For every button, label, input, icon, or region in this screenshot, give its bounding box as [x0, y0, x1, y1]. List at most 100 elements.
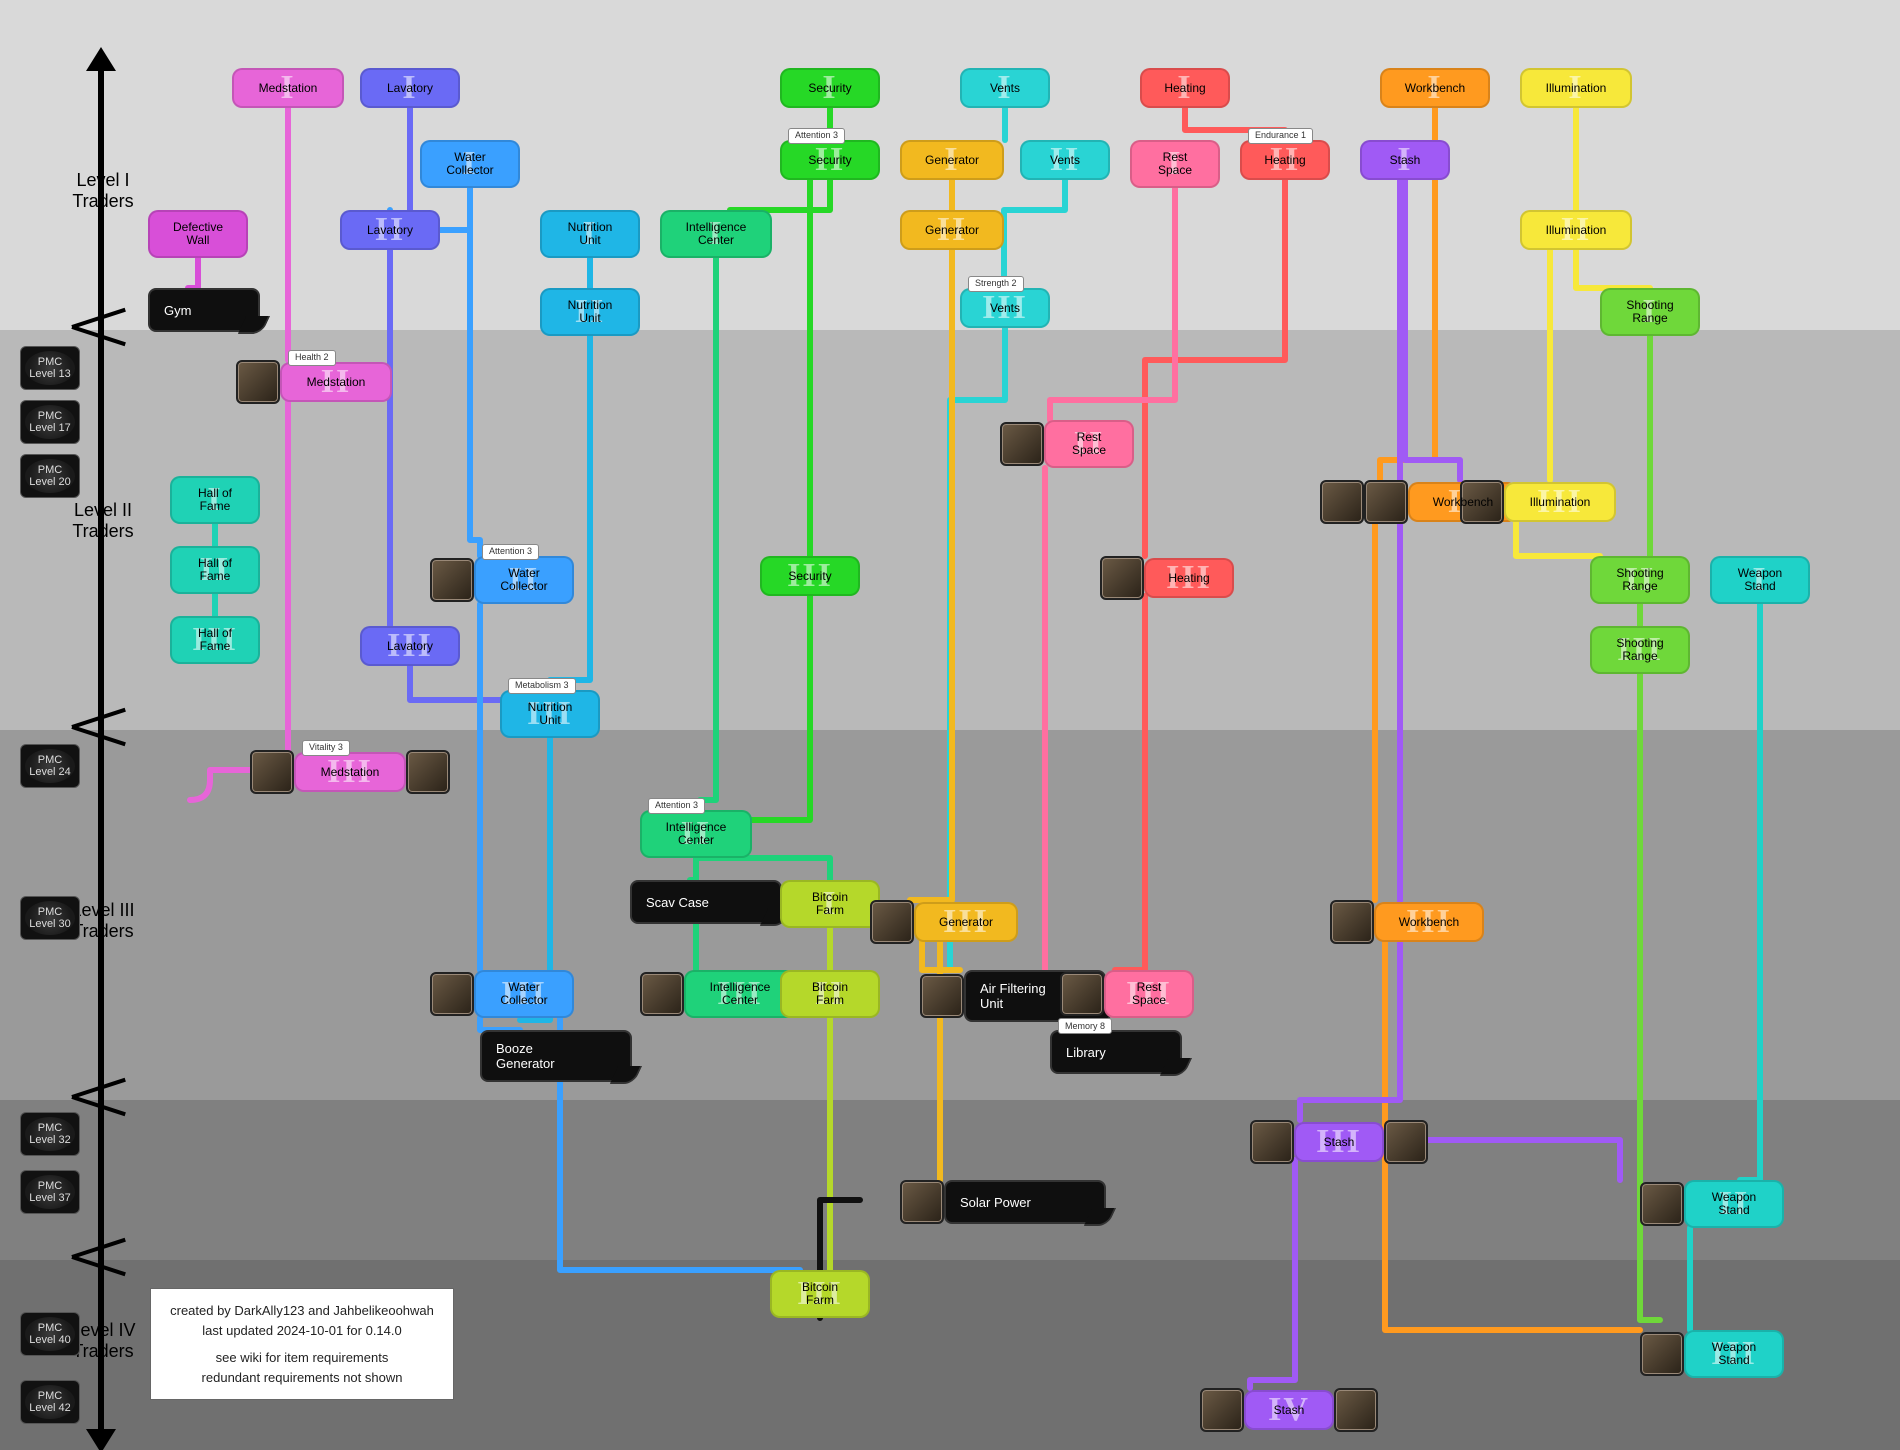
tier-axis	[98, 65, 104, 1435]
module-node-nut1: INutritionUnit	[540, 210, 640, 258]
module-box: IStash	[1360, 140, 1450, 180]
pmc-level-badge: PMCLevel 42	[20, 1380, 80, 1424]
trader-icon	[1364, 480, 1408, 524]
trader-icon	[250, 750, 294, 794]
pmc-level-badge: PMCLevel 17	[20, 400, 80, 444]
module-box: IIISecurity	[760, 556, 860, 596]
trader-icon	[1330, 900, 1374, 944]
module-node-med1: IMedstation	[232, 68, 344, 108]
module-node-rest2: IIRestSpace	[1000, 420, 1134, 468]
module-node-solar: Solar Power	[900, 1180, 1106, 1224]
pmc-level-badge: PMCLevel 24	[20, 744, 80, 788]
module-box: IWorkbench	[1380, 68, 1490, 108]
module-node-gen1: IGenerator	[900, 140, 1004, 180]
module-node-ven2: IIVents	[1020, 140, 1110, 180]
module-node-rest1: IRestSpace	[1130, 140, 1220, 188]
module-box: IIllumination	[1520, 68, 1632, 108]
module-node-stash1: IStash	[1360, 140, 1450, 180]
pmc-level-badge: PMCLevel 40	[20, 1312, 80, 1356]
module-box: IWeaponStand	[1710, 556, 1810, 604]
module-box: IIRestSpace	[1044, 420, 1134, 468]
module-box: IVStash	[1244, 1390, 1334, 1430]
module-node-nut2: IINutritionUnit	[540, 288, 640, 336]
skill-flag: Strength 2	[968, 276, 1024, 292]
skill-flag: Attention 3	[482, 544, 539, 560]
module-box: IIIShootingRange	[1590, 626, 1690, 674]
trader-icon	[1334, 1388, 1378, 1432]
trader-icon	[1200, 1388, 1244, 1432]
module-node-ill1: IIllumination	[1520, 68, 1632, 108]
module-box: IIILavatory	[360, 626, 460, 666]
module-box: IIHall ofFame	[170, 546, 260, 594]
trader-icon	[236, 360, 280, 404]
module-box: IIIIllumination	[1504, 482, 1616, 522]
module-node-wc3: IIIWaterCollector	[430, 970, 574, 1018]
module-box: IIWeaponStand	[1684, 1180, 1784, 1228]
module-box: ILavatory	[360, 68, 460, 108]
trader-icon	[1640, 1182, 1684, 1226]
module-node-heat3: IIIHeating	[1100, 556, 1234, 600]
module-node-hof2: IIHall ofFame	[170, 546, 260, 594]
module-node-gen3: IIIGenerator	[870, 900, 1018, 944]
module-node-lav1: ILavatory	[360, 68, 460, 108]
module-node-intel3: IIIIntelligenceCenter	[640, 970, 796, 1018]
skill-flag: Endurance 1	[1248, 128, 1313, 144]
tier-label: Level IITraders	[28, 500, 178, 541]
module-box: IILavatory	[340, 210, 440, 250]
skill-flag: Attention 3	[788, 128, 845, 144]
module-node-shoot3: IIIShootingRange	[1590, 626, 1690, 674]
module-box: IIIWorkbench	[1374, 902, 1484, 942]
skill-flag: Metabolism 3	[508, 678, 576, 694]
module-box: IIIGenerator	[914, 902, 1018, 942]
credits-box: created by DarkAlly123 and Jahbelikeoohw…	[150, 1288, 454, 1400]
module-box: IVents	[960, 68, 1050, 108]
module-box: IIBitcoinFarm	[780, 970, 880, 1018]
module-node-defw: DefectiveWall	[148, 210, 248, 258]
module-node-btc1: IBitcoinFarm	[780, 880, 880, 928]
module-box: INutritionUnit	[540, 210, 640, 258]
trader-icon	[430, 558, 474, 602]
module-node-ws2: IIWeaponStand	[1640, 1180, 1784, 1228]
module-box: DefectiveWall	[148, 210, 248, 258]
credits-line: last updated 2024-10-01 for 0.14.0	[167, 1321, 437, 1341]
axis-divider	[72, 325, 128, 335]
module-box: IHall ofFame	[170, 476, 260, 524]
trader-icon	[1250, 1120, 1294, 1164]
module-box: IShootingRange	[1600, 288, 1700, 336]
module-box: ISecurity	[780, 68, 880, 108]
module-box: Solar Power	[944, 1180, 1106, 1224]
module-box: IIntelligenceCenter	[660, 210, 772, 258]
skill-flag: Attention 3	[648, 798, 705, 814]
trader-icon	[900, 1180, 944, 1224]
module-box: IIIllumination	[1520, 210, 1632, 250]
module-box: IISecurityAttention 3	[780, 140, 880, 180]
module-box: Gym	[148, 288, 260, 332]
module-node-hof1: IHall ofFame	[170, 476, 260, 524]
pmc-level-badge: PMCLevel 30	[20, 896, 80, 940]
module-box: IBitcoinFarm	[780, 880, 880, 928]
axis-divider	[72, 1255, 128, 1265]
module-node-heat1: IHeating	[1140, 68, 1230, 108]
module-node-wb1: IWorkbench	[1380, 68, 1490, 108]
pmc-level-badge: PMCLevel 37	[20, 1170, 80, 1214]
module-box: IIINutritionUnitMetabolism 3	[500, 690, 600, 738]
trader-icon	[870, 900, 914, 944]
module-node-wc1: IWaterCollector	[420, 140, 520, 188]
module-box: IMedstation	[232, 68, 344, 108]
credits-line: see wiki for item requirements	[167, 1348, 437, 1368]
trader-icon	[406, 750, 450, 794]
module-box: LibraryMemory 8	[1050, 1030, 1182, 1074]
trader-icon	[430, 972, 474, 1016]
trader-icon	[1640, 1332, 1684, 1376]
module-node-intel1: IIntelligenceCenter	[660, 210, 772, 258]
module-box: IIIWaterCollector	[474, 970, 574, 1018]
module-box: IIVents	[1020, 140, 1110, 180]
module-node-shoot2: IIShootingRange	[1590, 556, 1690, 604]
module-box: IHeating	[1140, 68, 1230, 108]
axis-divider	[72, 1095, 128, 1105]
module-box: IIGenerator	[900, 210, 1004, 250]
module-box: IIShootingRange	[1590, 556, 1690, 604]
pmc-level-badge: PMCLevel 13	[20, 346, 80, 390]
trader-icon	[1320, 480, 1364, 524]
module-box: IRestSpace	[1130, 140, 1220, 188]
